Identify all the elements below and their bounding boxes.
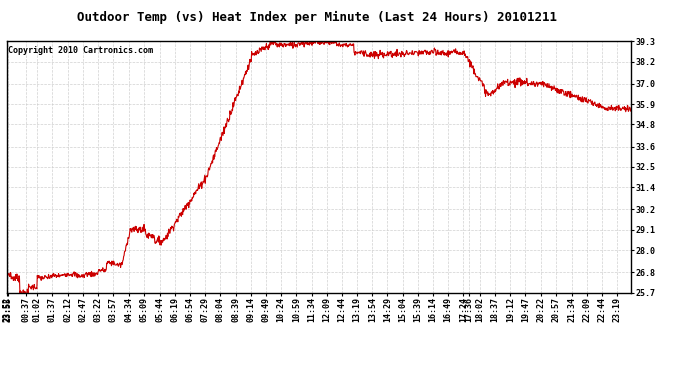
Text: Copyright 2010 Cartronics.com: Copyright 2010 Cartronics.com — [8, 46, 153, 55]
Text: Outdoor Temp (vs) Heat Index per Minute (Last 24 Hours) 20101211: Outdoor Temp (vs) Heat Index per Minute … — [77, 11, 558, 24]
